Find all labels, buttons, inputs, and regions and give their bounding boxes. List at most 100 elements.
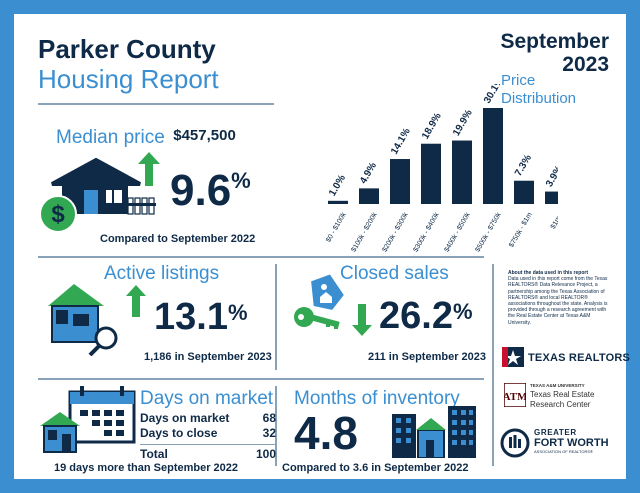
median-price-label: Median price: [56, 127, 165, 148]
chart-bar: [359, 188, 379, 204]
svg-text:ATM: ATM: [504, 391, 526, 403]
tamu-line1: Texas Real Estate: [530, 390, 595, 399]
divider-dom-inventory: [275, 386, 277, 466]
chart-data-label: 7.3%: [513, 153, 534, 178]
divider-row2: [38, 378, 484, 380]
atm-mark-icon: ATM: [504, 383, 526, 407]
chart-bar: [483, 108, 503, 204]
greater-fort-worth-logo: GREATER FORT WORTH ASSOCIATION OF REALTO…: [500, 422, 616, 466]
chart-category-label: $200k - $300k: [381, 211, 409, 253]
report-month: September: [500, 30, 609, 53]
gfw-line3: ASSOCIATION OF REALTORS®: [534, 449, 593, 454]
title-county: Parker County: [38, 34, 216, 64]
days-row: Days on market 68: [140, 411, 276, 426]
days-row: Days to close 32: [140, 426, 276, 441]
house-money-icon: $: [39, 157, 156, 233]
chart-bar: [390, 159, 410, 204]
texas-realtors-text: TEXAS REALTORS: [528, 352, 631, 364]
gfw-text: GREATER FORT WORTH ASSOCIATION OF REALTO…: [534, 428, 609, 455]
chart-title-line1: Price: [501, 72, 536, 89]
inventory-caption: Compared to 3.6 in September 2022: [282, 462, 469, 474]
days-caption: 19 days more than September 2022: [54, 462, 239, 474]
up-arrow-icon: [138, 152, 160, 186]
tamu-logo: ATM TEXAS A&M UNIVERSITY Texas Real Esta…: [504, 383, 616, 413]
chart-data-label: 3.9%: [544, 164, 558, 189]
closed-caption: 211 in September 2023: [368, 351, 487, 363]
closed-change-unit: %: [452, 299, 473, 324]
about-heading: About the data used in this report: [508, 270, 589, 276]
chart-bar: [452, 140, 472, 204]
buildings-icon: [392, 406, 476, 458]
chart-bar: [545, 191, 558, 204]
chart-bar: [421, 143, 441, 204]
chart-bar: [328, 200, 348, 204]
chart-category-label: $500k - $750k: [474, 211, 502, 253]
days-row-value: 32: [262, 426, 276, 440]
chart-category-label: $1m+: [550, 212, 558, 231]
chart-category-label: $100k - $200k: [350, 211, 378, 253]
key-tag-icon: [294, 274, 344, 329]
gfw-line1: GREATER: [534, 428, 577, 437]
tamu-small-text: TEXAS A&M UNIVERSITY: [530, 383, 585, 388]
active-change-value: 13.1: [154, 296, 228, 338]
days-table: Days on market 68 Days to close 32 Total 10…: [140, 411, 276, 462]
days-row-value: 68: [262, 411, 276, 425]
gfw-emblem-icon: [500, 428, 530, 458]
gfw-line2: FORT WORTH: [534, 437, 609, 449]
median-change-unit: %: [231, 168, 251, 193]
chart-bar: [514, 180, 534, 204]
tamu-line2: Research Center: [530, 400, 591, 409]
active-up-arrow-icon: [126, 285, 146, 317]
days-row-label: Days to close: [140, 426, 218, 440]
svg-text:$: $: [51, 201, 65, 228]
closed-change-value: 26.2: [379, 295, 453, 337]
calendar-house-icon: [40, 386, 136, 453]
chart-data-label: 19.9%: [451, 108, 475, 138]
chart-category-label: $300k - $400k: [412, 211, 440, 253]
divider-row1: [38, 256, 484, 258]
price-distribution-chart: 1.0% $0 - $100k 4.9% $100k - $200k 14.1% $200…: [325, 84, 558, 253]
active-change-unit: %: [227, 300, 248, 325]
median-price-row: Median price $457,500: [56, 127, 236, 149]
days-row-label: Days on market: [140, 411, 230, 425]
title-report: Housing Report: [38, 64, 219, 94]
report-period: September 2023: [484, 30, 609, 76]
about-body: Data used in this report come from the T…: [508, 276, 608, 326]
report-year: 2023: [562, 53, 609, 76]
texas-realtors-logo: TEXAS REALTORS: [502, 345, 630, 369]
chart-title: Price Distribution: [501, 72, 611, 108]
chart-data-label: 1.0%: [327, 173, 348, 198]
active-change: 13.1%: [154, 296, 248, 339]
median-change: 9.6%: [170, 166, 251, 216]
median-caption: Compared to September 2022: [100, 233, 256, 245]
inventory-label: Months of inventory: [294, 388, 460, 409]
inventory-value: 4.8: [294, 407, 358, 459]
chart-category-label: $400k - $500k: [443, 211, 471, 253]
median-change-value: 9.6: [170, 166, 232, 215]
house-magnifier-icon: [48, 284, 118, 356]
chart-data-label: 18.9%: [420, 111, 444, 141]
days-total-row: Total 100: [140, 447, 276, 462]
closed-down-arrow-icon: [352, 304, 372, 336]
days-total-divider: [140, 444, 276, 445]
closed-sales-label: Closed sales: [340, 263, 449, 284]
chart-category-label: $0 - $100k: [325, 211, 348, 244]
divider-sidebar: [492, 264, 494, 466]
report-card: Parker County Housing Report September 2…: [14, 14, 630, 479]
days-on-market-label: Days on market: [140, 388, 274, 409]
active-listings-label: Active listings: [104, 263, 220, 284]
texas-star-icon: [502, 347, 524, 367]
divider-active-closed: [275, 264, 277, 370]
chart-data-label: 30.1%: [482, 84, 506, 106]
about-data-note: About the data used in this report Data …: [508, 270, 614, 326]
title-divider: [38, 103, 274, 105]
closed-change: 26.2%: [379, 295, 473, 338]
days-total-value: 100: [255, 447, 276, 461]
days-total-label: Total: [140, 447, 168, 461]
chart-title-line2: Distribution: [501, 90, 577, 107]
median-price-value: $457,500: [173, 127, 236, 144]
chart-data-label: 4.9%: [358, 161, 379, 186]
active-caption: 1,186 in September 2023: [144, 351, 272, 363]
chart-data-label: 14.1%: [389, 126, 413, 156]
chart-category-label: $750k - $1m: [508, 211, 534, 248]
